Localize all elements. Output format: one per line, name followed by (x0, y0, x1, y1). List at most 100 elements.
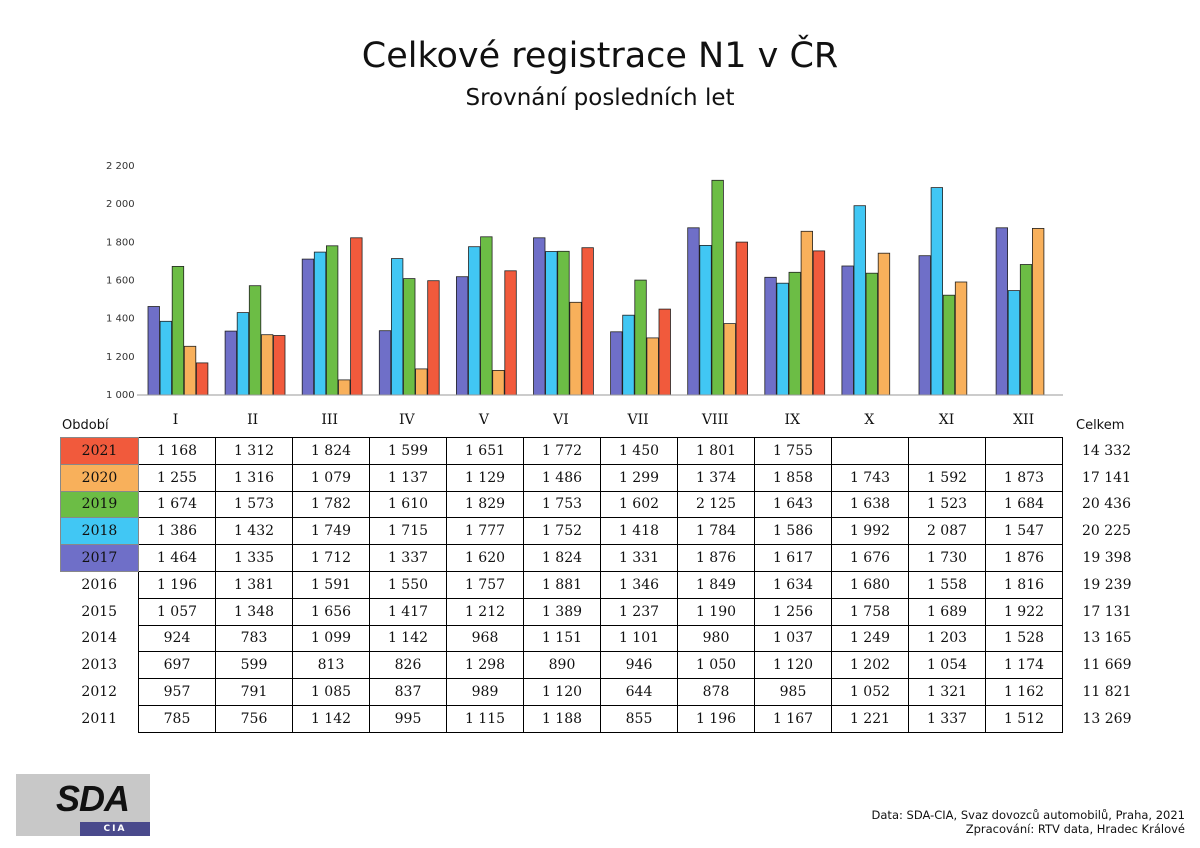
table-cell: 1 052 (831, 678, 909, 706)
year-label: 2012 (81, 684, 118, 701)
source-note: Data: SDA-CIA, Svaz dovozců automobilů, … (872, 808, 1185, 836)
table-cell: 1 824 (292, 437, 370, 465)
table-cell: 1 151 (523, 624, 601, 653)
table-cell: 1 873 (985, 463, 1063, 492)
table-cell: 1 638 (831, 490, 909, 519)
bar-2021-VI (581, 247, 594, 396)
table-cell: 995 (369, 704, 447, 733)
bar-2017-X (841, 265, 854, 396)
bar-2021-IV (427, 280, 440, 396)
bar-2018-VI (545, 251, 558, 396)
table-cell: 1 255 (138, 463, 216, 492)
table-cell: 1 196 (677, 704, 755, 733)
table-cell: 1 712 (292, 544, 370, 572)
y-tick-label: 1 000 (106, 390, 135, 401)
bar-2018-IX (776, 282, 789, 396)
total-label: Celkem (1076, 418, 1125, 433)
table-cell: 1 299 (600, 463, 678, 492)
year-label: 2017 (60, 544, 139, 572)
table-row: 2017 1 464 1 335 1 712 1 337 1 620 1 824 1 331 1… (60, 544, 1134, 572)
year-label: 2018 (60, 517, 139, 546)
table-cell: 1 418 (600, 517, 678, 546)
table-cell: 1 758 (831, 597, 909, 626)
month-header-XI: XI (938, 412, 955, 428)
source-line-processing: Zpracování: RTV data, Hradec Králové (965, 822, 1185, 836)
month-header-IX: IX (784, 412, 801, 428)
table-cell: 1 643 (754, 490, 832, 519)
table-cell: 1 389 (523, 597, 601, 626)
table-cell: 1 550 (369, 570, 447, 599)
table-cell: 1 168 (138, 437, 216, 465)
row-total: 11 669 (1082, 657, 1132, 674)
table-row: 2014 924 783 1 099 1 142 968 1 151 1 101 980 1 03… (61, 624, 1134, 653)
table-cell: 1 599 (369, 437, 447, 465)
y-tick-label: 1 200 (106, 352, 135, 363)
chart-subtitle: Srovnání posledních let (465, 85, 735, 111)
table-cell: 1 858 (754, 463, 832, 492)
table-cell: 1 617 (754, 544, 832, 572)
bar-2017-VIII (687, 227, 700, 396)
bar-2019-I (171, 265, 185, 396)
table-cell: 1 050 (677, 651, 755, 680)
table-header: Období I II III IV V VI VII VIII IX X XI XII Celkem (0, 408, 1200, 436)
chart-title: Celkové registrace N1 v ČR (361, 36, 839, 76)
bar-2020-IX (800, 230, 813, 396)
month-header-X: X (864, 412, 875, 428)
table-row: 2015 1 057 1 348 1 656 1 417 1 212 1 389 1 237 1… (61, 597, 1134, 626)
bar-2019-IV (403, 278, 416, 396)
bar-2017-VI (533, 237, 546, 396)
table-cell: 1 752 (523, 517, 601, 546)
table-cell: 1 196 (138, 570, 216, 599)
table-cell: 890 (523, 651, 601, 680)
table-cell: 1 591 (292, 570, 370, 599)
table-row: 2012 957 791 1 085 837 989 1 120 644 878 985 1 052… (61, 678, 1134, 706)
bar-2018-II (236, 312, 250, 396)
bar-2019-VII (634, 279, 647, 396)
table-cell: 985 (754, 678, 832, 706)
table-cell: 1 101 (600, 624, 678, 653)
year-label: 2019 (60, 490, 139, 519)
bar-2018-X (853, 205, 866, 396)
table-cell: 644 (600, 678, 678, 706)
table-cell: 783 (215, 624, 293, 653)
bar-2017-IV (378, 330, 392, 396)
table-cell (985, 437, 1063, 465)
table-cell: 1 190 (677, 597, 755, 626)
month-header-II: II (247, 412, 259, 428)
table-cell: 1 486 (523, 463, 601, 492)
data-table: 2021 1 168 1 312 1 824 1 599 1 651 1 772 1 450 1… (60, 437, 1134, 733)
table-cell: 1 142 (369, 624, 447, 653)
table-cell: 1 256 (754, 597, 832, 626)
month-header-III: III (321, 412, 338, 428)
table-cell: 968 (446, 624, 524, 653)
table-cell (831, 437, 909, 465)
bar-2021-II (273, 335, 286, 396)
bar-2017-V (455, 276, 469, 396)
bar-2019-IX (788, 271, 801, 396)
bar-2018-I (159, 320, 173, 396)
table-cell: 1 312 (215, 437, 293, 465)
table-cell: 1 348 (215, 597, 293, 626)
bar-2020-IV (415, 368, 428, 396)
table-cell: 1 824 (523, 544, 601, 572)
table-cell: 1 167 (754, 704, 832, 733)
year-label: 2013 (81, 657, 118, 674)
table-cell: 2 125 (677, 490, 755, 519)
table-cell: 1 876 (985, 544, 1063, 572)
row-total: 19 398 (1082, 550, 1132, 567)
table-cell: 1 651 (446, 437, 524, 465)
table-cell: 599 (215, 651, 293, 680)
bar-2020-X (877, 252, 891, 396)
table-cell: 791 (215, 678, 293, 706)
table-cell: 1 386 (138, 517, 216, 546)
y-tick-label: 1 600 (106, 276, 135, 287)
bar-2018-XII (1007, 290, 1021, 396)
table-cell: 1 782 (292, 490, 370, 519)
source-line-data: Data: SDA-CIA, Svaz dovozců automobilů, … (871, 808, 1185, 822)
table-cell: 813 (292, 651, 370, 680)
month-header-V: V (478, 412, 489, 428)
table-cell: 878 (677, 678, 755, 706)
bar-2018-V (468, 246, 481, 396)
bar-2018-VIII (699, 244, 712, 396)
table-cell: 1 689 (908, 597, 986, 626)
